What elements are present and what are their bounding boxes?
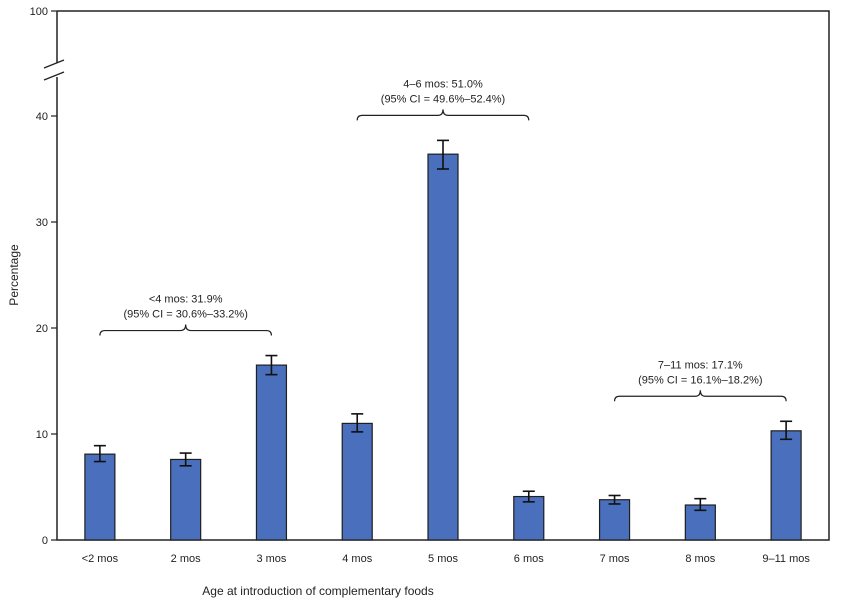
axis-break-mark-lower [43, 71, 65, 81]
error-bars [93, 139, 793, 512]
x-tick-label: <2 mos [82, 553, 119, 565]
y-tick-label: 0 [42, 535, 48, 547]
bar [770, 430, 802, 541]
y-tick-label: 100 [30, 6, 48, 18]
group-bracket [99, 324, 273, 336]
y-axis-title: Percentage [7, 244, 21, 306]
x-axis-tick-labels: <2 mos 2 mos 3 mos 4 mos 5 mos 6 mos 7 mos 8 mo… [82, 553, 811, 565]
plot-frame [40, 10, 830, 541]
x-tick-label: 5 mos [428, 553, 458, 565]
y-tick-label: 40 [36, 111, 48, 123]
bar [341, 422, 373, 541]
bar [255, 364, 288, 541]
y-axis-ticks: 0 10 20 30 40 100 [30, 6, 57, 547]
x-tick-label: 4 mos [342, 553, 372, 565]
bar-series [84, 153, 802, 541]
x-tick-label: 3 mos [256, 553, 286, 565]
bar [427, 153, 459, 541]
x-tick-label: 8 mos [685, 553, 715, 565]
y-tick-label: 10 [36, 429, 48, 441]
bar [170, 458, 202, 541]
group-annotation-line1: 7–11 mos: 17.1% [658, 359, 743, 371]
group-bracket [613, 390, 787, 402]
group-annotation-line2: (95% CI = 49.6%–52.4%) [381, 93, 505, 105]
y-tick-label: 30 [36, 217, 48, 229]
group-bracket [356, 109, 530, 121]
x-tick-label: 9–11 mos [762, 553, 810, 565]
bar [513, 495, 545, 541]
x-axis-title: Age at introduction of complementary foo… [202, 584, 433, 598]
bar [84, 453, 116, 541]
x-tick-label: 7 mos [600, 553, 630, 565]
group-annotations: <4 mos: 31.9% (95% CI = 30.6%–33.2%) 4–6 m… [99, 78, 787, 402]
axis-break-mark-upper [43, 59, 65, 69]
x-tick-label: 6 mos [514, 553, 544, 565]
bar [598, 499, 631, 541]
group-annotation-line2: (95% CI = 30.6%–33.2%) [123, 309, 247, 321]
group-annotation-line1: <4 mos: 31.9% [149, 294, 223, 306]
group-annotation-line1: 4–6 mos: 51.0% [403, 78, 483, 90]
y-tick-label: 20 [36, 323, 48, 335]
x-tick-label: 2 mos [171, 553, 201, 565]
plot-border [56, 10, 830, 541]
group-annotation-line2: (95% CI = 16.1%–18.2%) [638, 374, 762, 386]
